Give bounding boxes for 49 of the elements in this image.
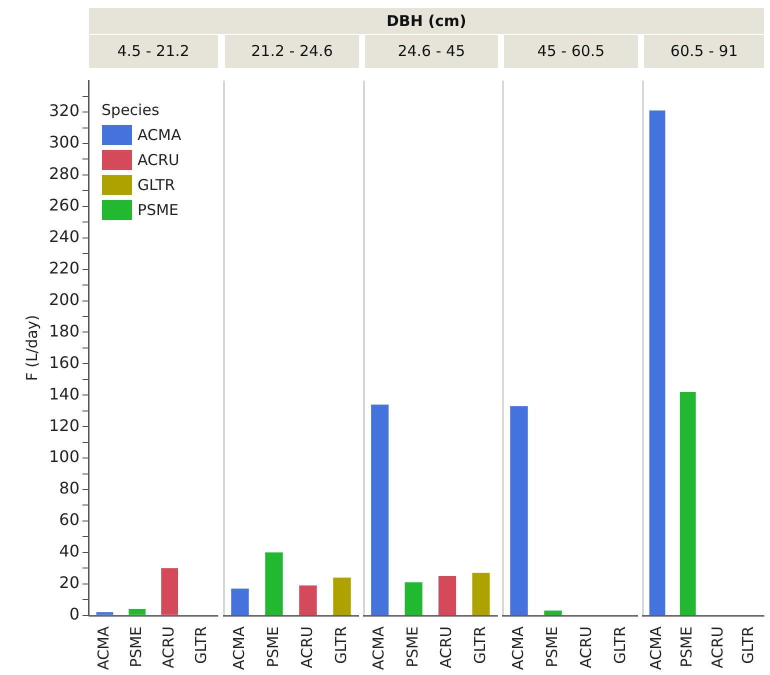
x-tick-label: GLTR	[470, 626, 489, 664]
legend-title: Species	[102, 100, 160, 119]
x-tick-label: ACRU	[576, 626, 595, 668]
y-tick-label: 0	[69, 604, 80, 624]
y-axis-title: F (L/day)	[22, 314, 41, 382]
y-tick-label: 80	[59, 478, 80, 498]
x-tick-label: PSME	[127, 626, 146, 668]
y-tick-label: 100	[48, 447, 80, 466]
x-tick-label: GLTR	[332, 626, 350, 664]
y-tick-label: 40	[59, 542, 80, 561]
y-tick-label: 300	[48, 132, 80, 152]
legend-label: ACMA	[138, 126, 182, 144]
x-tick-label: PSME	[264, 626, 282, 668]
y-tick-label: 120	[48, 416, 80, 435]
chart-title: 21.2 - 24.6	[223, 35, 359, 68]
y-tick-label: 200	[48, 290, 80, 309]
x-tick-label: ACMA	[647, 626, 666, 670]
legend-label: GLTR	[138, 176, 176, 194]
text: DBH (cm)	[88, 8, 764, 35]
x-tick-label: ACMA	[94, 626, 113, 670]
x-tick-label: ACRU	[159, 626, 178, 668]
x-tick-label: PSME	[403, 626, 422, 668]
y-tick-label: 60	[59, 510, 80, 530]
x-tick-label: PSME	[542, 626, 561, 668]
y-tick-label: 220	[48, 258, 80, 278]
x-tick-label: ACRU	[298, 626, 316, 668]
y-tick-label: 140	[48, 384, 80, 404]
x-tick-label: ACRU	[708, 626, 726, 668]
x-tick-label: ACMA	[508, 626, 527, 670]
legend-label: PSME	[138, 201, 179, 220]
legend-label: ACRU	[138, 151, 180, 170]
y-tick-label: 260	[48, 196, 80, 215]
x-tick-label: GLTR	[192, 626, 210, 664]
y-tick-label: 320	[48, 101, 80, 120]
y-tick-label: 180	[48, 321, 80, 340]
chart-title: 60.5 - 91	[642, 35, 764, 68]
y-tick-label: 20	[59, 573, 80, 592]
y-tick-label: 280	[48, 164, 80, 184]
x-tick-label: ACRU	[437, 626, 456, 668]
x-tick-label: GLTR	[610, 626, 629, 664]
x-tick-label: GLTR	[738, 626, 757, 664]
x-tick-label: PSME	[678, 626, 696, 668]
y-tick-label: 160	[48, 352, 80, 372]
chart-title: 24.6 - 45	[363, 35, 498, 68]
chart-title: 4.5 - 21.2	[88, 35, 218, 68]
x-tick-label: ACMA	[230, 626, 248, 670]
y-tick-label: 240	[48, 227, 80, 246]
x-tick-label: ACMA	[370, 626, 388, 670]
chart-title: 45 - 60.5	[502, 35, 638, 68]
